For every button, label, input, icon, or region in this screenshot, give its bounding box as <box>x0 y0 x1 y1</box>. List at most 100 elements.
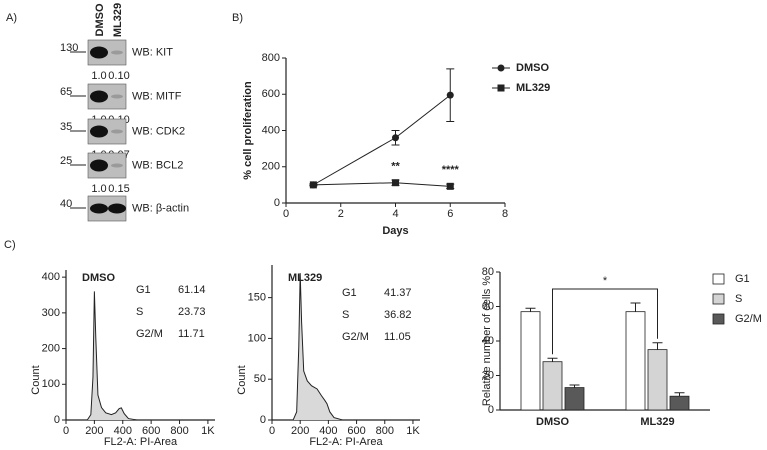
panel-label: B) <box>232 12 243 24</box>
x-tick-label: 1K <box>201 425 215 437</box>
error-bar <box>674 392 685 397</box>
x-tick-label: 2 <box>338 208 344 220</box>
bar <box>564 387 585 411</box>
stat-value: 23.73 <box>178 306 206 318</box>
y-tick-label: 80 <box>482 266 494 278</box>
y-tick-label: 0 <box>488 404 494 416</box>
stat-label: G1 <box>342 287 357 299</box>
mw-marker: 40 <box>60 198 72 210</box>
histogram <box>66 291 208 421</box>
band <box>111 163 123 168</box>
legend-swatch <box>712 293 725 305</box>
significance-bracket <box>552 288 658 355</box>
panel-label: C) <box>4 239 16 251</box>
stat-label: G1 <box>136 284 151 296</box>
x-tick-label: 0 <box>269 425 275 437</box>
x-tick-label: 6 <box>447 208 453 220</box>
y-tick-label: 40 <box>482 335 494 347</box>
quant: 0.15 <box>108 183 129 195</box>
band <box>111 94 123 99</box>
x-axis-label: FL2-A: PI-Area <box>309 436 383 448</box>
point <box>392 179 399 187</box>
quant: 1.0 <box>91 183 106 195</box>
y-tick-label: 150 <box>248 292 266 304</box>
y-tick-label: 400 <box>42 271 60 283</box>
x-tick-label: DMSO <box>536 416 569 428</box>
y-tick-label: 0 <box>274 197 280 209</box>
x-tick-label: 400 <box>319 425 337 437</box>
y-tick-label: 60 <box>482 300 494 312</box>
x-tick-label: 1K <box>406 425 420 437</box>
significance: **** <box>442 164 460 176</box>
x-tick-label: 0 <box>63 425 69 437</box>
stat-label: G2/M <box>136 328 163 340</box>
y-tick-label: 300 <box>42 307 60 319</box>
y-axis-label: % cell proliferation <box>242 81 254 180</box>
y-tick-label: 20 <box>482 369 494 381</box>
y-tick-label: 200 <box>262 161 280 173</box>
bar <box>625 311 646 411</box>
x-tick-label: ML329 <box>640 416 674 428</box>
y-tick-label: 100 <box>248 332 266 344</box>
band <box>111 129 123 134</box>
stat-value: 36.82 <box>384 309 412 321</box>
band <box>90 159 108 172</box>
line <box>313 182 451 187</box>
blot-label: WB: KIT <box>132 46 173 58</box>
x-tick-label: 200 <box>291 425 309 437</box>
line <box>313 94 451 186</box>
y-tick-label: 600 <box>262 88 280 100</box>
mw-marker: 130 <box>60 42 78 54</box>
error-bar <box>652 342 663 350</box>
legend-label: S <box>735 293 742 305</box>
band <box>90 125 108 138</box>
y-axis-label: Relative number of cells % <box>481 276 493 406</box>
mw-marker: 65 <box>60 86 72 98</box>
chart-title: ML329 <box>288 272 322 284</box>
y-tick-label: 0 <box>54 414 60 426</box>
point <box>446 91 454 99</box>
x-axis-label: FL2-A: PI-Area <box>104 436 178 448</box>
y-axis-label: Count <box>30 365 42 394</box>
error-bar <box>569 384 580 388</box>
error-bar <box>547 357 558 362</box>
x-tick-label: 800 <box>376 425 394 437</box>
y-axis-label: Count <box>236 365 248 394</box>
band <box>90 203 108 214</box>
significance: ** <box>391 161 400 173</box>
point <box>446 182 454 190</box>
x-tick-label: 600 <box>142 425 160 437</box>
point <box>309 181 317 189</box>
significance: * <box>603 275 608 287</box>
quant: 0.10 <box>108 70 129 82</box>
point <box>392 134 399 142</box>
stat-value: 11.05 <box>384 331 411 343</box>
legend-marker <box>497 84 505 92</box>
legend-marker <box>497 64 505 72</box>
stat-label: G2/M <box>342 331 369 343</box>
legend-label: DMSO <box>516 62 549 74</box>
x-tick-label: 400 <box>114 425 132 437</box>
panel-label: A) <box>6 12 17 24</box>
stat-label: S <box>342 309 349 321</box>
blot-label: WB: MITF <box>132 90 182 102</box>
band <box>111 50 123 55</box>
bar <box>542 361 563 411</box>
x-tick-label: 800 <box>170 425 188 437</box>
y-tick-label: 200 <box>42 342 60 354</box>
blot-label: WB: BCL2 <box>132 159 183 171</box>
x-tick-label: 0 <box>283 208 289 220</box>
legend-label: ML329 <box>516 82 550 94</box>
lane-label: ML329 <box>112 3 124 37</box>
y-tick-label: 50 <box>254 373 266 385</box>
legend-label: G2/M <box>735 313 762 325</box>
x-tick-label: 4 <box>392 208 398 220</box>
band <box>108 203 126 214</box>
bar <box>647 349 668 411</box>
legend-swatch <box>712 313 725 325</box>
y-tick-label: 0 <box>260 414 266 426</box>
legend-label: G1 <box>735 273 750 285</box>
bar <box>669 395 690 411</box>
blot-label: WB: CDK2 <box>132 125 185 137</box>
